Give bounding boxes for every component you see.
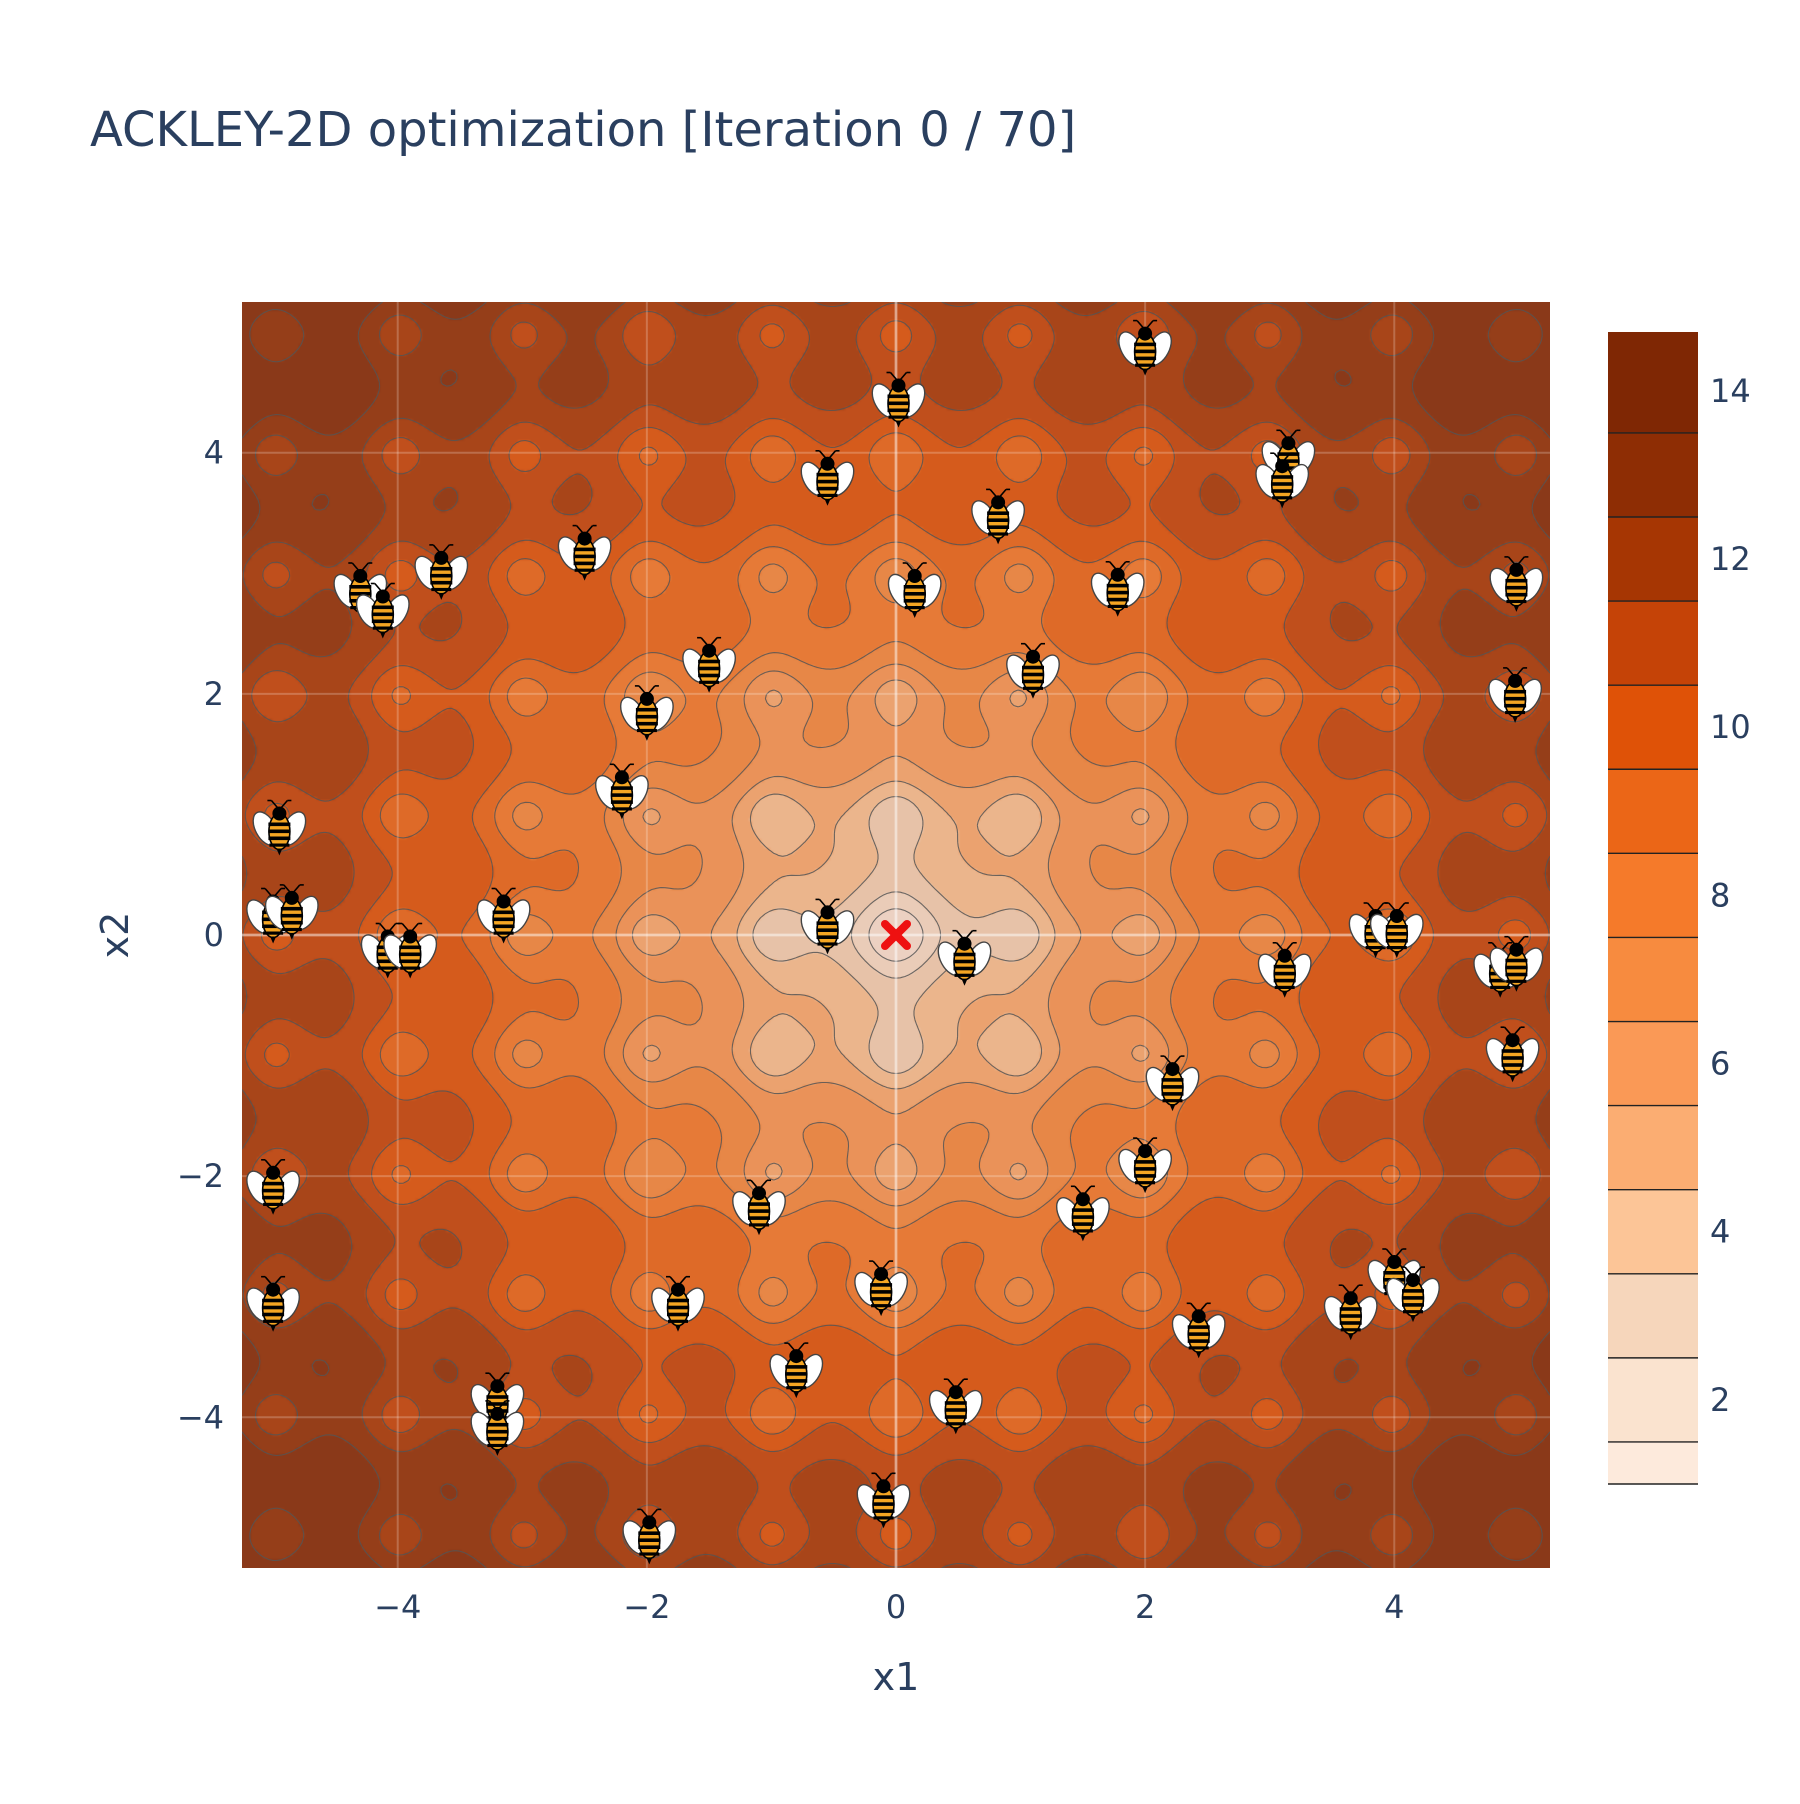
colorbar-band <box>1608 769 1698 854</box>
contour-lines <box>242 302 1550 1568</box>
x-tick-label: 2 <box>1135 1588 1155 1626</box>
colorbar-band <box>1608 937 1698 1022</box>
colorbar-band <box>1608 601 1698 686</box>
y-tick-label: 4 <box>204 434 224 472</box>
colorbar-band <box>1608 516 1698 602</box>
x-tick-label: −4 <box>374 1588 421 1626</box>
colorbar-band <box>1608 1273 1698 1358</box>
colorbar-band <box>1608 853 1698 938</box>
x-tick-label: 0 <box>886 1588 906 1626</box>
colorbar-band <box>1608 432 1698 517</box>
contour-line <box>376 432 1416 1438</box>
chart-title: ACKLEY-2D optimization [Iteration 0 / 70… <box>90 102 1077 158</box>
y-tick-label: 2 <box>204 675 224 713</box>
colorbar-tick-label: 2 <box>1710 1381 1730 1419</box>
x-tick-label: 4 <box>1384 1588 1404 1626</box>
contour-line <box>752 795 1040 1075</box>
colorbar-tick-label: 12 <box>1710 540 1751 578</box>
contour-line <box>615 663 1177 1207</box>
contour-line <box>242 302 1550 1568</box>
y-tick-label: −2 <box>177 1157 224 1195</box>
plot-area <box>242 302 1550 1568</box>
colorbar-band <box>1608 1441 1698 1484</box>
x-tick-label: −2 <box>623 1588 670 1626</box>
colorbar-band <box>1608 1021 1698 1106</box>
contour-line <box>506 557 1286 1313</box>
colorbar-band <box>1608 1105 1698 1190</box>
y-axis-label: x2 <box>93 912 137 959</box>
y-tick-label: −4 <box>177 1398 224 1436</box>
colorbar-tick-label: 14 <box>1710 372 1751 410</box>
contour-line <box>736 780 1056 1090</box>
colorbar-tick-label: 6 <box>1710 1045 1730 1083</box>
contour-line <box>489 541 1303 1329</box>
y-tick-label: 0 <box>204 916 224 954</box>
best-marker-stroke <box>881 920 911 950</box>
contour-line <box>868 908 924 962</box>
colorbar: 2 4 6 8 10 12 14 <box>1608 332 1751 1485</box>
contour-line <box>242 302 1550 1568</box>
colorbar-tick-label: 4 <box>1710 1213 1730 1251</box>
colorbar-band <box>1608 1189 1698 1274</box>
contour-line <box>631 679 1161 1191</box>
colorbar-band <box>1608 332 1698 433</box>
colorbar-tick-label: 8 <box>1710 876 1730 914</box>
colorbar-band <box>1608 1357 1698 1442</box>
colorbar-tick-label: 10 <box>1710 708 1751 746</box>
x-axis-label: x1 <box>873 1655 920 1699</box>
contour-line <box>242 302 1550 1568</box>
colorbar-band <box>1608 685 1698 770</box>
best-marker <box>881 920 911 950</box>
